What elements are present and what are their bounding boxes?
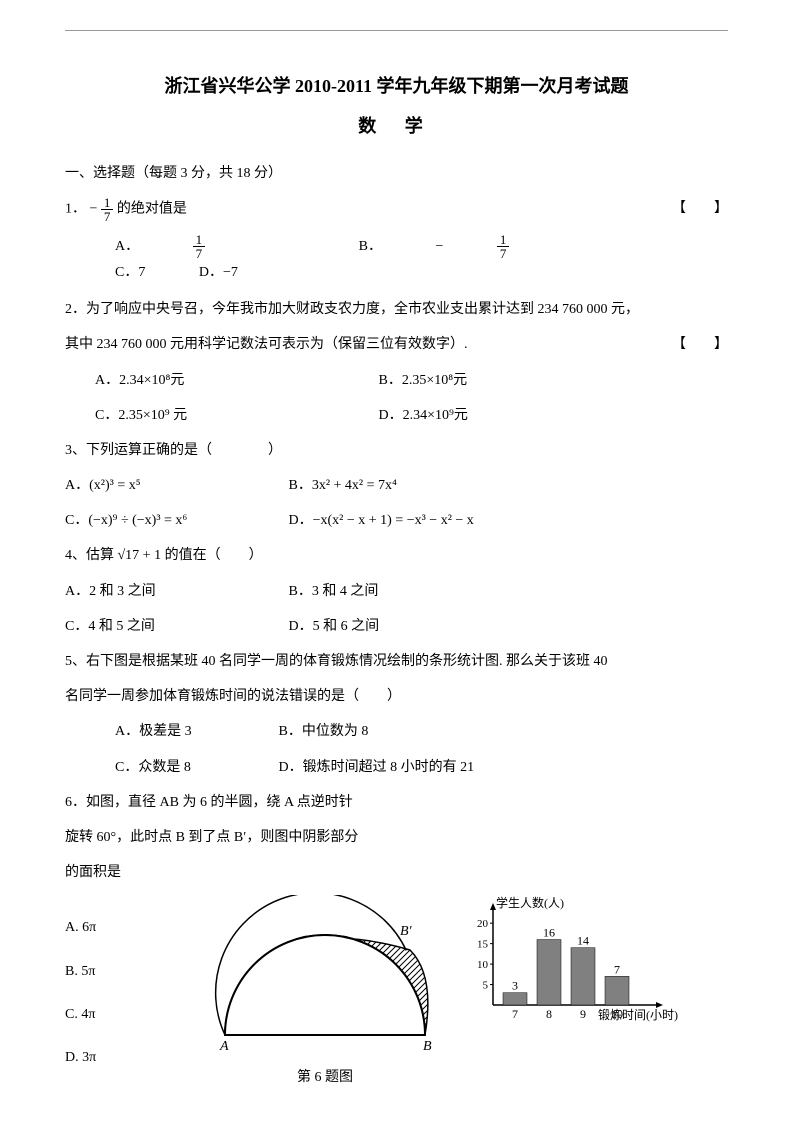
q4-optC: C．4 和 5 之间: [65, 614, 285, 639]
q4-optB: B．3 和 4 之间: [289, 579, 569, 604]
q1-frac: 17: [101, 196, 114, 223]
section-heading: 一、选择题（每题 3 分，共 18 分）: [65, 161, 728, 186]
q1-stem: 1． − 17 的绝对值是 【 】: [65, 196, 728, 223]
svg-text:14: 14: [577, 934, 589, 948]
q5-optB: B．中位数为 8: [279, 724, 369, 739]
q6-options: A. 6π B. 5π C. 4π D. 3π: [65, 895, 185, 1088]
svg-text:16: 16: [543, 926, 555, 940]
svg-text:10: 10: [477, 959, 489, 971]
q1-options: A． 17 B． − 17 C．7 D．−7: [65, 233, 728, 285]
svg-text:9: 9: [580, 1007, 586, 1021]
q3-optA: A．(x²)³ = x⁵: [65, 473, 285, 498]
svg-text:锻炼时间(小时): 锻炼时间(小时): [598, 1007, 678, 1022]
q1-optB: B． − 17: [359, 233, 610, 260]
q1-optD: D．−7: [199, 260, 238, 285]
q1-optC: C．7: [115, 260, 145, 285]
q3-optC: C．(−x)⁹ ÷ (−x)³ = x⁶: [65, 508, 285, 533]
q5-line2: 名同学一周参加体育锻炼时间的说法错误的是（ ）: [65, 684, 728, 709]
fig-label-Bp: B′: [400, 924, 413, 939]
q1-post: 的绝对值是: [117, 202, 187, 217]
q6-line3: 的面积是: [65, 860, 728, 885]
q6-optD: D. 3π: [65, 1045, 185, 1070]
q6-optC: C. 4π: [65, 1002, 185, 1027]
q2-optD: D．2.34×10⁹元: [379, 403, 659, 428]
page-title: 浙江省兴华公学 2010-2011 学年九年级下期第一次月考试题: [65, 70, 728, 102]
fig-label-A: A: [219, 1039, 229, 1054]
q2-line2: 其中 234 760 000 元用科学记数法可表示为（保留三位有效数字）. 【 …: [65, 332, 728, 357]
q2-opts-row2: C．2.35×10⁹ 元 D．2.34×10⁹元: [65, 403, 728, 428]
q5-opts-row1: A．极差是 3 B．中位数为 8: [65, 719, 728, 744]
page-subject: 数 学: [65, 110, 728, 142]
q4-opts-row1: A．2 和 3 之间 B．3 和 4 之间: [65, 579, 728, 604]
svg-text:20: 20: [477, 919, 489, 931]
q5-opts-row2: C．众数是 8 D．锻炼时间超过 8 小时的有 21: [65, 755, 728, 780]
q4-optA: A．2 和 3 之间: [65, 579, 285, 604]
q1-optA: A． 17: [115, 233, 305, 260]
q6-figure: A B B′ 第 6 题图: [185, 895, 465, 1089]
svg-text:5: 5: [483, 980, 489, 992]
q2-optB: B．2.35×10⁸元: [379, 368, 659, 393]
q2-line1: 2．为了响应中央号召，今年我市加大财政支农力度，全市农业支出累计达到 234 7…: [65, 297, 728, 322]
bar-chart: 学生人数(人) 锻炼时间(小时) 5 10 15 20 3 7 16 8 14 9 7 10: [465, 895, 685, 1054]
q6-caption: 第 6 题图: [185, 1065, 465, 1090]
svg-text:学生人数(人): 学生人数(人): [496, 895, 564, 910]
q3-opts-row2: C．(−x)⁹ ÷ (−x)³ = x⁶ D．−x(x² − x + 1) = …: [65, 508, 728, 533]
q2-opts-row1: A．2.34×10⁸元 B．2.35×10⁸元: [65, 368, 728, 393]
q5-optA: A．极差是 3: [115, 719, 275, 744]
q6-optA: A. 6π: [65, 915, 185, 940]
fig-label-B: B: [423, 1039, 432, 1054]
q3-optD: D．−x(x² − x + 1) = −x³ − x² − x: [289, 508, 569, 533]
q5-line1: 5、右下图是根据某班 40 名同学一周的体育锻炼情况绘制的条形统计图. 那么关于…: [65, 649, 728, 674]
q4-optD: D．5 和 6 之间: [289, 614, 569, 639]
svg-text:15: 15: [477, 939, 489, 951]
q2-optC: C．2.35×10⁹ 元: [95, 403, 375, 428]
q3-opts-row1: A．(x²)³ = x⁵ B．3x² + 4x² = 7x⁴: [65, 473, 728, 498]
q1-neg: −: [90, 202, 98, 217]
q6-line2: 旋转 60°，此时点 B 到了点 B′，则图中阴影部分: [65, 825, 728, 850]
svg-text:3: 3: [512, 979, 518, 993]
q6-line1: 6．如图，直径 AB 为 6 的半圆，绕 A 点逆时针: [65, 790, 728, 815]
svg-text:8: 8: [546, 1007, 552, 1021]
svg-text:7: 7: [512, 1007, 518, 1021]
q4-stem: 4、估算 √17 + 1 的值在（ ）: [65, 543, 728, 568]
q1-pre: 1．: [65, 202, 86, 217]
q3-stem: 3、下列运算正确的是（ ）: [65, 438, 728, 463]
q5-optC: C．众数是 8: [115, 755, 275, 780]
svg-text:10: 10: [611, 1007, 623, 1021]
q6-optB: B. 5π: [65, 959, 185, 984]
q4-opts-row2: C．4 和 5 之间 D．5 和 6 之间: [65, 614, 728, 639]
svg-text:7: 7: [614, 963, 620, 977]
q3-optB: B．3x² + 4x² = 7x⁴: [289, 473, 569, 498]
q1-bracket: 【 】: [672, 196, 728, 223]
q5-optD: D．锻炼时间超过 8 小时的有 21: [279, 760, 475, 775]
q2-optA: A．2.34×10⁸元: [95, 368, 375, 393]
